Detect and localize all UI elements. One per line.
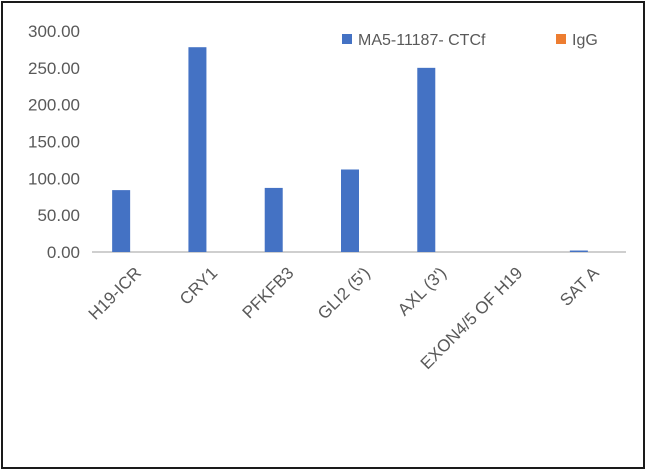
y-tick-label: 200.00: [28, 96, 80, 115]
legend-swatch: [342, 34, 352, 44]
x-tick-label: CRY1: [176, 263, 221, 308]
y-tick-label: 0.00: [47, 243, 80, 262]
x-axis-labels: H19-ICR CRY1 PFKFB3 GLI2 (5') AXL (3')EXON4/…: [85, 263, 603, 373]
bar-sat-a: [569, 250, 588, 252]
x-tick-label: GLI2 (5'): [314, 263, 374, 323]
legend-label: MA5-11187- CTCf: [358, 32, 486, 49]
legend-swatch: [556, 34, 566, 44]
bars: [112, 47, 588, 252]
x-tick-label: PFKFB3: [239, 263, 298, 322]
y-tick-label: 300.00: [28, 22, 80, 41]
bar-axl-3: [417, 67, 436, 252]
bar-cry1: [188, 47, 207, 252]
y-axis-ticks: 0.00 50.00 100.00 150.00 200.00 250.00 300.00: [28, 22, 80, 262]
bar-pfkfb3: [264, 187, 283, 252]
x-tick-label: SAT A: [556, 263, 603, 310]
legend: MA5-11187- CTCf IgG: [342, 32, 598, 49]
legend-label: IgG: [572, 32, 598, 49]
y-tick-label: 250.00: [28, 59, 80, 78]
bar-h19-icr: [112, 190, 131, 252]
x-tick-label: H19-ICR: [85, 263, 145, 323]
x-tick-label: AXL (3'): [394, 263, 450, 319]
bar-gli2-5: [341, 169, 359, 252]
chart-frame: [1, 1, 645, 469]
y-tick-label: 50.00: [37, 206, 80, 225]
y-tick-label: 100.00: [28, 169, 80, 188]
y-tick-label: 150.00: [28, 133, 80, 152]
